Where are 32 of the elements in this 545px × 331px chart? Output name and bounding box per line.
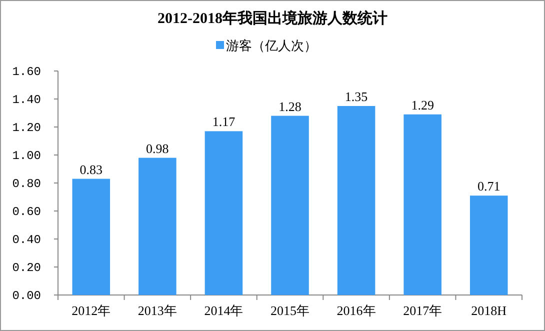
x-tick-label: 2015年 bbox=[270, 303, 310, 318]
y-tick-label: 0.20 bbox=[12, 261, 41, 275]
bar bbox=[271, 116, 309, 295]
bar bbox=[404, 114, 442, 295]
legend-label: 游客（亿人次） bbox=[226, 38, 317, 53]
x-tick-label: 2014年 bbox=[204, 303, 244, 318]
data-label: 1.29 bbox=[411, 97, 434, 112]
y-tick-label: 0.60 bbox=[12, 205, 41, 219]
y-tick-label: 1.00 bbox=[12, 149, 41, 163]
data-label: 0.83 bbox=[80, 162, 103, 177]
bar bbox=[138, 158, 176, 295]
data-label: 1.35 bbox=[344, 89, 368, 104]
x-tick-label: 2016年 bbox=[336, 303, 376, 318]
x-tick-label: 2012年 bbox=[72, 303, 111, 318]
y-tick-label: 1.40 bbox=[12, 93, 41, 107]
x-tick-label: 2013年 bbox=[138, 303, 177, 318]
x-tick-label: 2017年 bbox=[403, 303, 442, 318]
bar bbox=[337, 106, 376, 295]
chart-title: 2012-2018年我国出境旅游人数统计 bbox=[158, 9, 388, 27]
y-tick-label: 1.20 bbox=[12, 121, 41, 135]
y-tick-label: 0.40 bbox=[12, 233, 41, 247]
data-label: 0.71 bbox=[477, 178, 500, 194]
data-label: 1.17 bbox=[212, 114, 236, 130]
x-tick-label: 2018H bbox=[471, 303, 507, 318]
y-tick-label: 0.00 bbox=[12, 289, 41, 303]
y-tick-label: 1.60 bbox=[12, 65, 41, 79]
data-label: 1.28 bbox=[278, 98, 302, 114]
y-tick-label: 0.80 bbox=[12, 177, 41, 191]
bar bbox=[204, 131, 243, 295]
data-label: 0.98 bbox=[146, 140, 169, 156]
bar bbox=[470, 196, 508, 295]
bar bbox=[72, 178, 110, 295]
